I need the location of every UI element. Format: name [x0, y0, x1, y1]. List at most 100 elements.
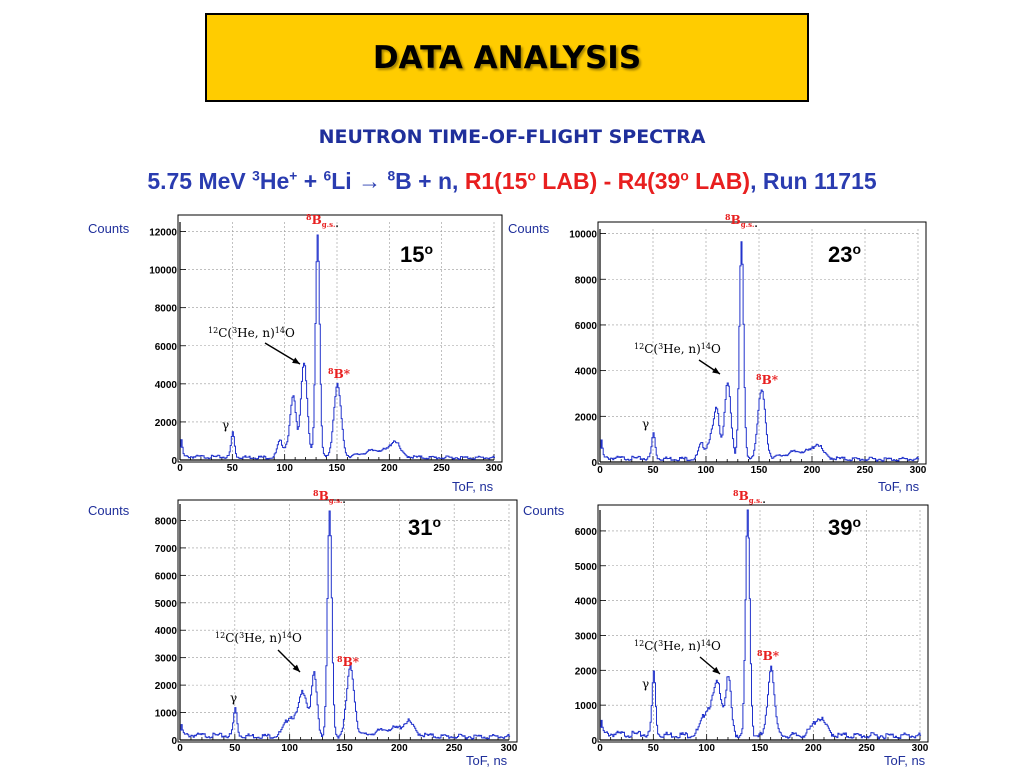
c12-symbol: C(	[225, 631, 239, 645]
y-axis-label: Counts	[88, 221, 130, 236]
c12-product: O	[711, 639, 721, 653]
y-tick-label: 4000	[575, 367, 598, 378]
bgs-symbol: B	[319, 489, 329, 503]
bstar-symbol: B*	[343, 655, 360, 669]
c12-reaction-label: 12C(3He, n)14O	[634, 342, 721, 356]
bstar-symbol: B*	[763, 649, 780, 663]
y-tick-label: 1000	[155, 709, 178, 720]
x-tick-label: 150	[752, 743, 769, 754]
bstar-mass: 8	[337, 654, 343, 664]
c12-symbol: C(	[644, 342, 658, 356]
y-axis-label: Counts	[523, 503, 565, 518]
c12-he-mass: 3	[232, 326, 237, 335]
reaction-energy: 5.75 MeV	[147, 168, 253, 194]
c12-mass: 12	[634, 639, 644, 648]
x-tick-label: 0	[177, 463, 183, 474]
plot-frame	[597, 221, 927, 465]
x-axis-label: ToF, ns	[452, 479, 494, 494]
x-tick-label: 200	[391, 743, 408, 754]
slide-title: DATA ANALYSIS	[372, 39, 642, 76]
y-tick-label: 6000	[575, 527, 598, 538]
c12-symbol: C(	[218, 326, 232, 340]
x-tick-label: 300	[501, 743, 518, 754]
c12-reaction-label: 12C(3He, n)14O	[215, 631, 302, 645]
bgs-subscript: g.s.	[329, 496, 343, 505]
spectrum-line	[180, 510, 511, 740]
c12-reaction-label: 12C(3He, n)14O	[208, 326, 295, 340]
x-tick-label: 300	[910, 465, 927, 476]
bgs-dot: .	[754, 220, 757, 230]
slide-subtitle: NEUTRON TIME-OF-FLIGHT SPECTRA	[318, 126, 706, 148]
y-tick-label: 0	[171, 456, 177, 467]
bgs-label: 8Bg.s..	[313, 488, 346, 506]
x-tick-label: 100	[281, 743, 298, 754]
spectrum-line	[180, 234, 495, 460]
bgs-symbol: B	[739, 489, 749, 503]
bgs-mass: 8	[733, 488, 739, 498]
annotation-arrow	[698, 359, 721, 375]
y-tick-label: 10000	[149, 266, 177, 277]
x-tick-label: 100	[276, 463, 293, 474]
bgs-label: 8Bg.s..	[306, 212, 339, 230]
c12-mass: 12	[634, 342, 644, 351]
x-tick-label: 150	[751, 465, 768, 476]
c12-o-mass: 14	[701, 639, 711, 648]
chart-group-3: 0 50 100 150 200 250 3000100020003000400050006…	[523, 488, 929, 768]
bgs-dot: .	[342, 496, 345, 506]
bstar-mass: 8	[757, 648, 763, 658]
y-tick-label: 4000	[575, 597, 598, 608]
y-tick-label: 8000	[575, 275, 598, 286]
gamma-label: γ	[642, 417, 649, 431]
x-tick-label: 0	[597, 465, 603, 476]
gamma-label: γ	[222, 418, 229, 432]
x-tick-label: 300	[912, 743, 929, 754]
y-tick-label: 6000	[575, 321, 598, 332]
c12-o-mass: 14	[275, 326, 285, 335]
c12-projectile: He, n)	[663, 639, 701, 653]
plot-frame	[597, 504, 929, 743]
x-axis-label: ToF, ns	[466, 753, 508, 768]
y-tick-label: 0	[591, 458, 597, 469]
annotation-arrow	[264, 342, 301, 365]
y-tick-label: 2000	[155, 418, 178, 429]
reaction-plus: +	[297, 168, 324, 194]
bstar-label: 8B*	[337, 654, 360, 669]
spectrum-line	[600, 241, 920, 462]
y-tick-label: 3000	[155, 654, 178, 665]
y-tick-label: 4000	[155, 380, 178, 391]
x-tick-label: 100	[698, 743, 715, 754]
c12-he-mass: 3	[658, 639, 663, 648]
arrow-head-icon	[292, 664, 300, 672]
x-tick-label: 150	[329, 463, 346, 474]
y-tick-label: 3000	[575, 631, 598, 642]
plot-frame	[177, 499, 518, 743]
x-tick-label: 50	[229, 743, 241, 754]
bgs-dot: .	[762, 496, 765, 506]
c12-product: O	[292, 631, 302, 645]
bstar-mass: 8	[756, 372, 762, 382]
x-tick-label: 0	[177, 743, 183, 754]
angle-degree: o	[852, 514, 861, 530]
arrow-head-icon	[292, 357, 300, 364]
y-tick-label: 2000	[575, 412, 598, 423]
bgs-subscript: g.s.	[749, 496, 763, 505]
y-tick-label: 0	[591, 736, 597, 747]
x-tick-label: 50	[648, 743, 660, 754]
y-tick-label: 2000	[155, 681, 178, 692]
run-number: , Run 11715	[750, 168, 877, 194]
x-tick-label: 0	[597, 743, 603, 754]
x-tick-label: 150	[336, 743, 353, 754]
x-tick-label: 200	[805, 743, 822, 754]
x-tick-label: 250	[857, 465, 874, 476]
chart-group-1: 0 50 100 150 200 250 300 0 2000 4000 6000 8000 10000…	[508, 212, 927, 494]
chart-group-2: 0 50 100 150 200 250 3000100020003000400050006…	[88, 488, 518, 768]
x-axis-label: ToF, ns	[884, 753, 926, 768]
y-tick-label: 7000	[155, 544, 178, 555]
reaction-line: 5.75 MeV 3He+ + 6Li → 8B + n, R1(15o LAB…	[0, 168, 1024, 195]
y-tick-label: 5000	[575, 562, 598, 573]
x-axis-label: ToF, ns	[878, 479, 920, 494]
c12-reaction-label: 12C(3He, n)14O	[634, 639, 721, 653]
c12-symbol: C(	[644, 639, 658, 653]
